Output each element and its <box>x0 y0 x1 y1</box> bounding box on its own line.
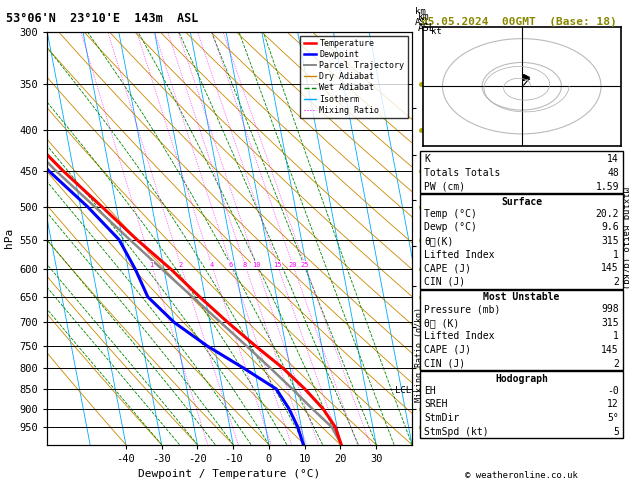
Text: EH: EH <box>424 386 436 396</box>
Text: 53°06'N  23°10'E  143m  ASL: 53°06'N 23°10'E 143m ASL <box>6 12 199 25</box>
Text: 14: 14 <box>607 155 619 164</box>
Text: Lifted Index: Lifted Index <box>424 331 494 341</box>
Text: 998: 998 <box>601 304 619 314</box>
Text: PW (cm): PW (cm) <box>424 182 465 191</box>
Text: Temp (°C): Temp (°C) <box>424 209 477 219</box>
Text: ASL: ASL <box>418 23 436 34</box>
Text: Most Unstable: Most Unstable <box>483 292 560 302</box>
Text: SREH: SREH <box>424 399 447 409</box>
Text: 1: 1 <box>613 250 619 260</box>
Text: 20: 20 <box>289 262 297 268</box>
Text: kt: kt <box>431 27 442 36</box>
Text: 9.6: 9.6 <box>601 223 619 232</box>
Text: 315: 315 <box>601 236 619 246</box>
Text: 5°: 5° <box>607 413 619 423</box>
Text: 315: 315 <box>601 318 619 328</box>
Text: 145: 145 <box>601 345 619 355</box>
Text: 2: 2 <box>613 359 619 368</box>
Text: -0: -0 <box>607 386 619 396</box>
Text: Mixing Ratio (g/kg): Mixing Ratio (g/kg) <box>621 187 629 289</box>
Legend: Temperature, Dewpoint, Parcel Trajectory, Dry Adiabat, Wet Adiabat, Isotherm, Mi: Temperature, Dewpoint, Parcel Trajectory… <box>300 36 408 118</box>
Text: km
ASL: km ASL <box>415 7 431 27</box>
Text: Hodograph: Hodograph <box>495 374 548 383</box>
Text: StmDir: StmDir <box>424 413 459 423</box>
Text: Mixing Ratio (g/kg): Mixing Ratio (g/kg) <box>415 307 424 402</box>
Text: 48: 48 <box>607 168 619 178</box>
Text: 10: 10 <box>252 262 260 268</box>
Y-axis label: hPa: hPa <box>4 228 14 248</box>
Text: 25: 25 <box>301 262 309 268</box>
Text: 15: 15 <box>273 262 282 268</box>
Text: 1.59: 1.59 <box>596 182 619 191</box>
Text: 1: 1 <box>150 262 154 268</box>
Text: 2: 2 <box>179 262 182 268</box>
Text: km: km <box>418 12 430 22</box>
Text: Totals Totals: Totals Totals <box>424 168 500 178</box>
Text: 20.2: 20.2 <box>596 209 619 219</box>
Text: Dewp (°C): Dewp (°C) <box>424 223 477 232</box>
Text: LCL: LCL <box>395 386 411 396</box>
X-axis label: Dewpoint / Temperature (°C): Dewpoint / Temperature (°C) <box>138 469 321 479</box>
Text: CAPE (J): CAPE (J) <box>424 263 471 273</box>
Text: © weatheronline.co.uk: © weatheronline.co.uk <box>465 471 578 480</box>
Text: 5: 5 <box>613 427 619 436</box>
Text: K: K <box>424 155 430 164</box>
Text: 12: 12 <box>607 399 619 409</box>
Text: 2: 2 <box>613 277 619 287</box>
Text: 4: 4 <box>209 262 214 268</box>
Text: CIN (J): CIN (J) <box>424 359 465 368</box>
Text: Pressure (mb): Pressure (mb) <box>424 304 500 314</box>
Text: CIN (J): CIN (J) <box>424 277 465 287</box>
Text: 8: 8 <box>243 262 247 268</box>
Text: θᴇ(K): θᴇ(K) <box>424 236 454 246</box>
Text: 1: 1 <box>613 331 619 341</box>
Text: 05.05.2024  00GMT  (Base: 18): 05.05.2024 00GMT (Base: 18) <box>421 17 617 27</box>
Text: CAPE (J): CAPE (J) <box>424 345 471 355</box>
Text: Surface: Surface <box>501 197 542 207</box>
Text: 145: 145 <box>601 263 619 273</box>
Text: Lifted Index: Lifted Index <box>424 250 494 260</box>
Text: θᴇ (K): θᴇ (K) <box>424 318 459 328</box>
Text: StmSpd (kt): StmSpd (kt) <box>424 427 489 436</box>
Text: 6: 6 <box>229 262 233 268</box>
